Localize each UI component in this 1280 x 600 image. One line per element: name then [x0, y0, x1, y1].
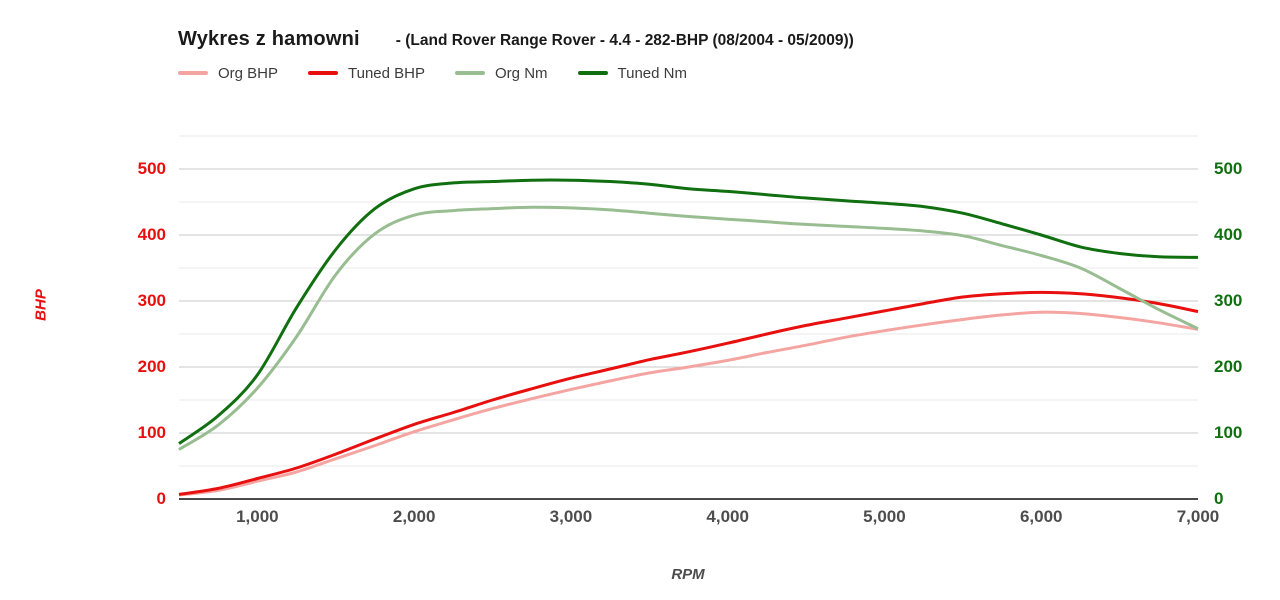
y-left-tick-label: 0: [156, 489, 166, 508]
legend-label: Tuned BHP: [348, 64, 426, 82]
tuned-bhp-swatch-icon: [308, 71, 339, 75]
y-left-tick-label: 400: [137, 225, 166, 244]
legend-label: Tuned Nm: [617, 64, 687, 82]
series-tuned-nm-line[interactable]: [178, 178, 1199, 445]
x-tick-label: 5,000: [863, 507, 906, 526]
legend-label: Org BHP: [218, 64, 279, 82]
legend-item-org-bhp: Org BHP: [178, 65, 278, 82]
page-title: Wykres z hamowni: [178, 28, 360, 50]
y-left-tick-label: 500: [137, 159, 166, 178]
series-tuned-bhp-line[interactable]: [178, 290, 1199, 496]
org-bhp-swatch-icon: [178, 71, 208, 75]
x-tick-label: 7,000: [1176, 507, 1220, 526]
x-axis-title: RPM: [671, 566, 705, 583]
y-right-tick-label: 500: [1214, 159, 1243, 178]
x-tick-label: 4,000: [706, 507, 749, 526]
tuned-nm-swatch-icon: [577, 71, 608, 75]
legend-item-tuned-nm: Tuned Nm: [577, 64, 687, 82]
x-tick-label: 2,000: [392, 507, 436, 526]
y-left-tick-label: 300: [137, 291, 166, 310]
legend-item-org-nm: Org Nm: [455, 65, 548, 82]
series-org-bhp-line[interactable]: [178, 310, 1199, 497]
chart-legend: Org BHP Tuned BHP Org Nm Tuned Nm: [178, 62, 687, 84]
y-right-tick-label: 300: [1214, 291, 1243, 310]
legend-label: Org Nm: [495, 64, 548, 82]
org-nm-swatch-icon: [455, 71, 486, 75]
y-left-tick-label: 200: [137, 357, 166, 376]
y-right-tick-label: 200: [1214, 357, 1243, 376]
x-tick-label: 6,000: [1019, 507, 1063, 526]
legend-item-tuned-bhp: Tuned BHP: [308, 65, 425, 82]
y-right-tick-label: 100: [1214, 423, 1243, 442]
series-org-nm-line[interactable]: [178, 205, 1199, 451]
y-left-tick-label: 100: [137, 423, 166, 442]
page-subtitle: - (Land Rover Range Rover - 4.4 - 282-BH…: [395, 32, 854, 49]
y-right-tick-label: 0: [1214, 489, 1224, 508]
chart-header: Wykres z hamowni - (Land Rover Range Rov…: [178, 28, 854, 51]
x-tick-label: 3,000: [549, 507, 593, 526]
y-right-tick-label: 400: [1214, 225, 1243, 244]
x-tick-label: 1,000: [236, 507, 279, 526]
